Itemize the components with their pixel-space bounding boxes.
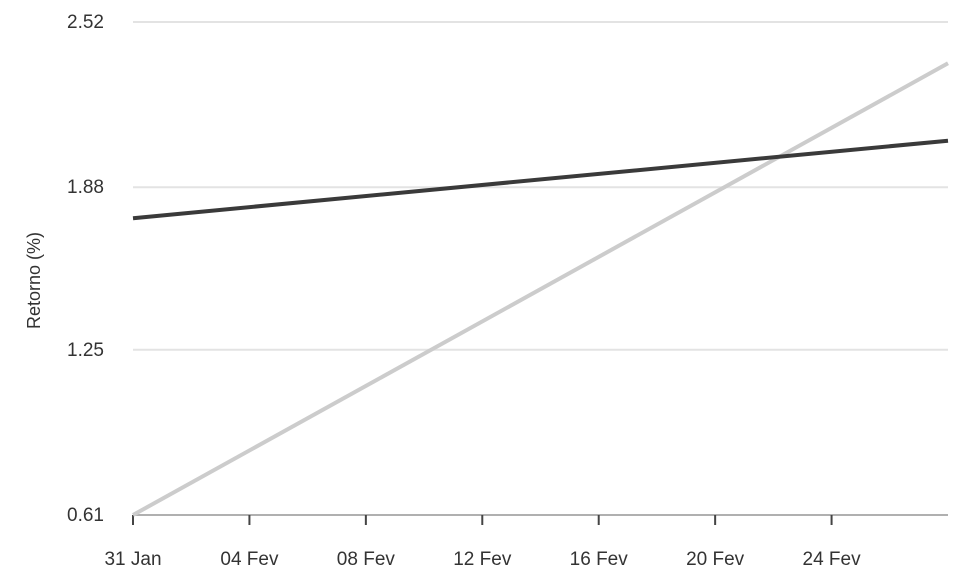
grid-lines xyxy=(133,21,948,351)
x-tick-label: 12 Fev xyxy=(453,549,512,570)
x-tick-label: 24 Fev xyxy=(803,549,862,570)
y-tick-label: 1.25 xyxy=(67,340,104,361)
y-axis-labels: 0.61 1.25 1.88 2.52 xyxy=(67,12,104,526)
series-line-1 xyxy=(132,61,949,517)
y-axis-title: Retorno (%) xyxy=(24,232,44,329)
x-tick-label: 31 Jan xyxy=(104,549,161,570)
x-tick-label: 20 Fev xyxy=(686,549,745,570)
x-axis-labels: 31 Jan 04 Fev 08 Fev 12 Fev 16 Fev 20 Fev 24 F… xyxy=(104,549,861,570)
y-tick-label: 2.52 xyxy=(67,12,104,33)
series-line-0 xyxy=(132,138,949,221)
x-tick-label: 08 Fev xyxy=(337,549,396,570)
y-tick-label: 0.61 xyxy=(67,505,104,526)
y-tick-label: 1.88 xyxy=(67,177,104,198)
x-tick-label: 16 Fev xyxy=(570,549,629,570)
x-axis-ticks xyxy=(132,515,833,525)
series-lines xyxy=(132,61,949,517)
x-tick-label: 04 Fev xyxy=(220,549,279,570)
